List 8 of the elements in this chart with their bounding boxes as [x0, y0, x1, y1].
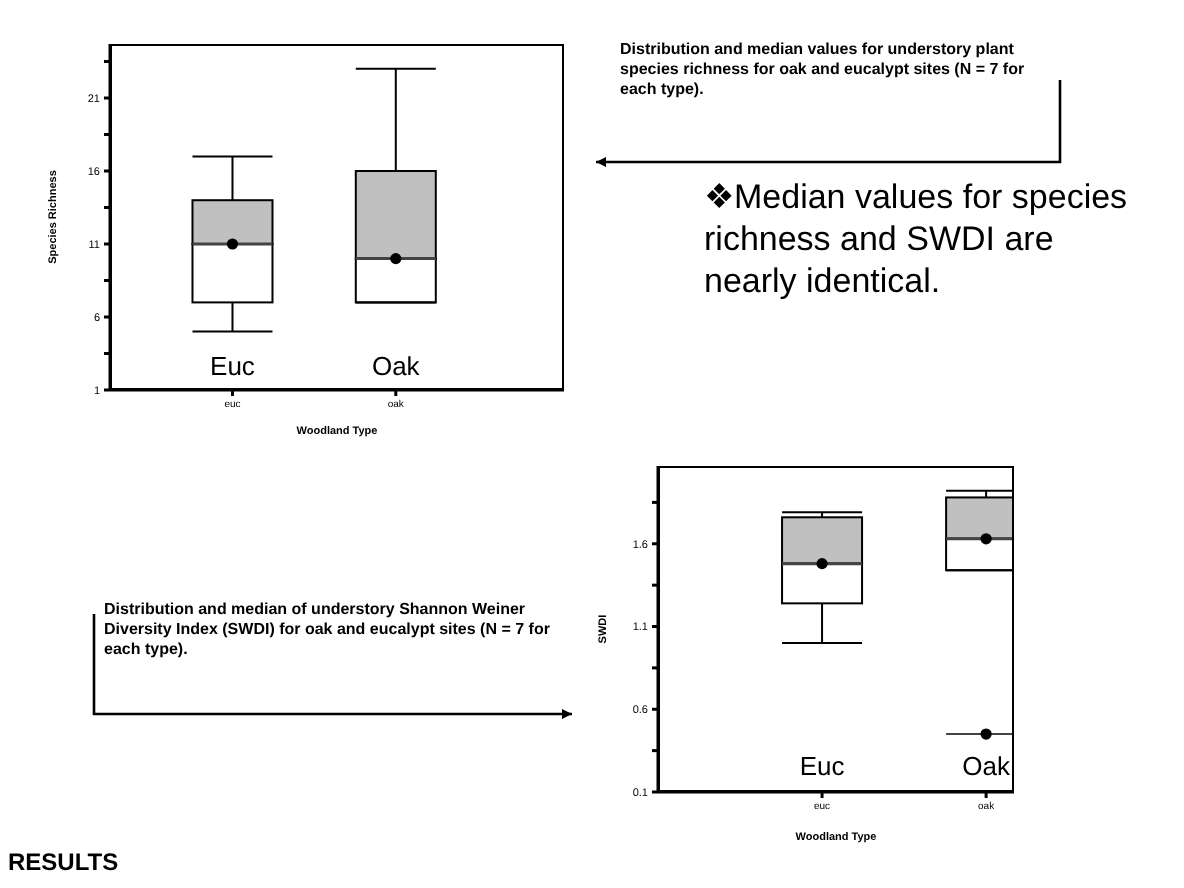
annotation: Oak: [962, 751, 1011, 782]
annotation: Euc: [210, 351, 256, 382]
text: RESULTS: [8, 848, 119, 876]
annotation: Euc: [799, 751, 846, 782]
text: Distribution and median values for understory plant species richness for oak and eucalypt sites (N = 7 for each type).: [620, 40, 1027, 100]
annotation: Oak: [371, 351, 421, 382]
text: ❖Median values for species richness and SWDI are nearly identical.: [704, 176, 1128, 302]
text: Distribution and median of understory Shannon Weiner Diversity Index (SWDI) for oak and eucalypt sites (N = 7 for each type).: [104, 600, 552, 660]
